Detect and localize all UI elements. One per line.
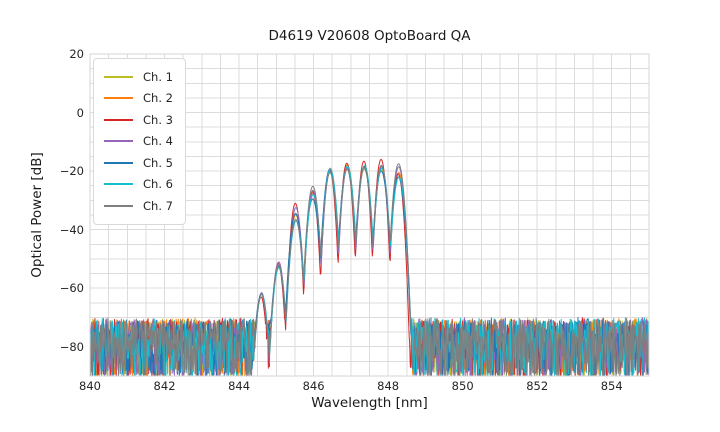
legend-swatch <box>104 97 133 100</box>
x-tick-label: 848 <box>377 379 400 393</box>
x-tick-label: 844 <box>228 379 251 393</box>
legend-label: Ch. 6 <box>143 177 173 192</box>
legend-label: Ch. 2 <box>143 91 173 106</box>
y-axis-label: Optical Power [dB] <box>29 152 45 278</box>
y-tick-label: −60 <box>59 281 84 296</box>
legend-swatch <box>104 161 133 164</box>
y-tick-label: 20 <box>69 47 84 61</box>
legend-swatch <box>104 118 133 121</box>
legend-label: Ch. 4 <box>143 134 173 149</box>
y-tick-label: 0 <box>76 105 84 120</box>
x-axis-label: Wavelength [nm] <box>311 395 428 411</box>
legend-swatch <box>104 204 133 207</box>
chart-title: D4619 V20608 OptoBoard QA <box>268 28 471 44</box>
legend-label: Ch. 3 <box>143 112 173 127</box>
x-tick-label: 840 <box>79 379 101 393</box>
legend-label: Ch. 7 <box>143 198 173 213</box>
legend-item: Ch. 3 <box>104 109 173 131</box>
legend-item: Ch. 7 <box>104 195 173 217</box>
y-tick-label: −20 <box>59 164 84 179</box>
legend-swatch <box>104 140 133 143</box>
x-tick-label: 854 <box>600 379 623 393</box>
legend: Ch. 1 Ch. 2 Ch. 3 Ch. 4 Ch. 5 Ch. 6 Ch. 7 <box>93 58 186 225</box>
legend-item: Ch. 4 <box>104 131 173 153</box>
legend-label: Ch. 5 <box>143 155 173 170</box>
legend-swatch <box>104 183 133 186</box>
plot-border <box>89 53 650 377</box>
legend-item: Ch. 6 <box>104 174 173 196</box>
legend-item: Ch. 5 <box>104 152 173 174</box>
legend-label: Ch. 1 <box>143 69 173 84</box>
y-tick-label: −80 <box>59 339 84 354</box>
x-tick-label: 842 <box>153 379 176 393</box>
legend-swatch <box>104 75 133 78</box>
legend-item: Ch. 2 <box>104 88 173 110</box>
x-tick-label: 850 <box>451 379 474 393</box>
x-tick-label: 852 <box>526 379 549 393</box>
legend-item: Ch. 1 <box>104 66 173 88</box>
x-tick-label: 846 <box>302 379 325 393</box>
trace-ch-7 <box>90 163 649 376</box>
y-tick-label: −40 <box>59 222 84 237</box>
